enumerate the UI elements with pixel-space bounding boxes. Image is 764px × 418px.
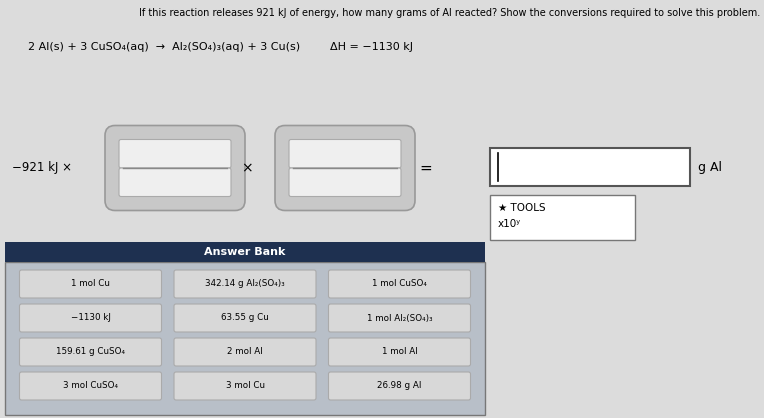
Text: 26.98 g Al: 26.98 g Al	[377, 382, 422, 390]
Text: 3 mol CuSO₄: 3 mol CuSO₄	[63, 382, 118, 390]
Text: 2 Al(s) + 3 CuSO₄(aq)  →  Al₂(SO₄)₃(aq) + 3 Cu(s): 2 Al(s) + 3 CuSO₄(aq) → Al₂(SO₄)₃(aq) + …	[28, 42, 300, 52]
FancyBboxPatch shape	[174, 372, 316, 400]
FancyBboxPatch shape	[329, 372, 471, 400]
Text: ×: ×	[241, 161, 253, 175]
FancyBboxPatch shape	[289, 140, 401, 168]
FancyBboxPatch shape	[490, 148, 690, 186]
Text: g Al: g Al	[698, 161, 722, 174]
Text: −921 kJ ×: −921 kJ ×	[12, 161, 72, 174]
Text: ΔH = −1130 kJ: ΔH = −1130 kJ	[330, 42, 413, 52]
FancyBboxPatch shape	[5, 262, 485, 415]
FancyBboxPatch shape	[329, 304, 471, 332]
FancyBboxPatch shape	[174, 338, 316, 366]
FancyBboxPatch shape	[20, 338, 161, 366]
FancyBboxPatch shape	[490, 195, 635, 240]
FancyBboxPatch shape	[119, 168, 231, 196]
FancyBboxPatch shape	[20, 304, 161, 332]
Text: 1 mol Al: 1 mol Al	[382, 347, 417, 357]
Text: 63.55 g Cu: 63.55 g Cu	[221, 314, 269, 323]
Text: 1 mol CuSO₄: 1 mol CuSO₄	[372, 280, 427, 288]
FancyBboxPatch shape	[5, 242, 485, 262]
Text: 1 mol Al₂(SO₄)₃: 1 mol Al₂(SO₄)₃	[367, 314, 432, 323]
Text: =: =	[419, 161, 432, 176]
Text: Answer Bank: Answer Bank	[204, 247, 286, 257]
FancyBboxPatch shape	[329, 270, 471, 298]
FancyBboxPatch shape	[20, 270, 161, 298]
FancyBboxPatch shape	[20, 372, 161, 400]
FancyBboxPatch shape	[329, 338, 471, 366]
Text: 342.14 g Al₂(SO₄)₃: 342.14 g Al₂(SO₄)₃	[205, 280, 285, 288]
FancyBboxPatch shape	[105, 125, 245, 211]
Text: ★ TOOLS: ★ TOOLS	[498, 203, 545, 213]
FancyBboxPatch shape	[174, 270, 316, 298]
Text: 3 mol Cu: 3 mol Cu	[225, 382, 264, 390]
FancyBboxPatch shape	[119, 140, 231, 168]
Text: 1 mol Cu: 1 mol Cu	[71, 280, 110, 288]
Text: 2 mol Al: 2 mol Al	[227, 347, 263, 357]
Text: −1130 kJ: −1130 kJ	[70, 314, 111, 323]
Text: x10ʸ: x10ʸ	[498, 219, 521, 229]
Text: 159.61 g CuSO₄: 159.61 g CuSO₄	[56, 347, 125, 357]
FancyBboxPatch shape	[275, 125, 415, 211]
Text: If this reaction releases 921 kJ of energy, how many grams of Al reacted? Show t: If this reaction releases 921 kJ of ener…	[139, 8, 760, 18]
FancyBboxPatch shape	[289, 168, 401, 196]
FancyBboxPatch shape	[174, 304, 316, 332]
